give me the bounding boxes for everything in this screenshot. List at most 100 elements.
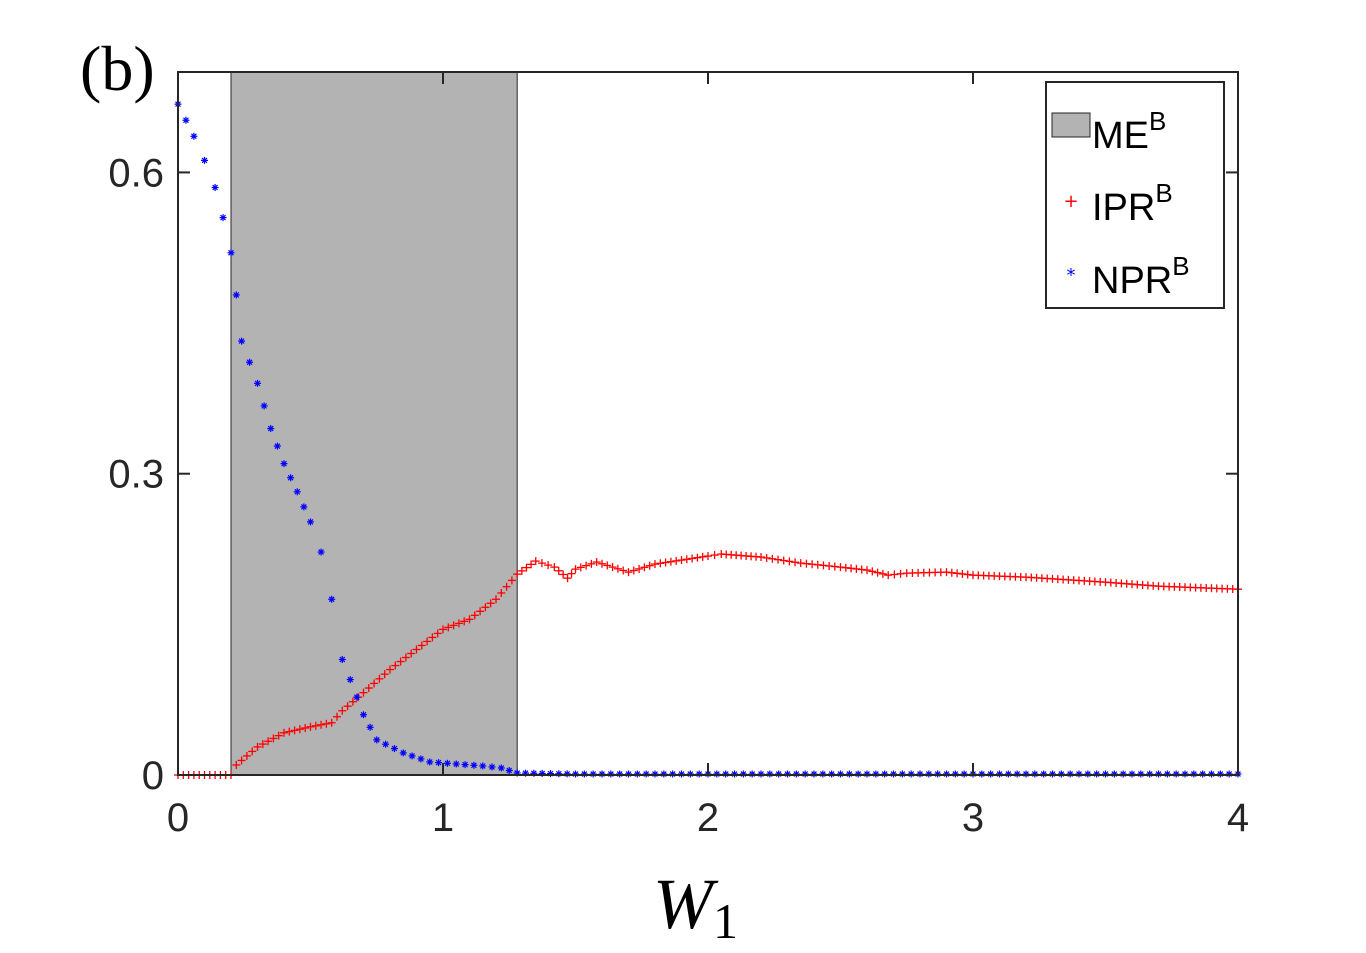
x-tick-label: 1 [432,796,454,840]
data-point [382,740,390,748]
data-point [704,552,712,561]
data-point [246,358,254,366]
data-point [629,566,638,575]
data-point [1146,770,1154,778]
data-point [651,560,659,569]
data-point [748,770,756,778]
x-axis-label-subscript: 1 [713,893,738,949]
data-point [248,747,257,756]
data-point [661,558,670,567]
data-point [287,474,295,482]
legend-swatch-me [1051,112,1091,138]
data-point [828,770,836,778]
data-point [408,752,416,760]
data-point [353,693,361,701]
data-point [359,688,368,697]
data-point [317,548,325,556]
data-point [1049,770,1056,778]
data-point [461,761,469,769]
data-point [391,661,400,670]
data-point [598,559,606,568]
data-point [433,629,442,638]
data-point [635,564,644,573]
data-point [695,770,703,778]
data-point [502,582,511,591]
data-point [837,770,844,778]
data-point [435,759,443,767]
data-point [633,770,641,778]
data-point [486,599,495,608]
data-point [863,770,871,778]
data-point [1022,770,1030,778]
data-point [779,556,788,565]
data-point [677,556,686,565]
data-point [346,676,354,684]
data-point [317,720,326,729]
data-point [470,761,478,769]
data-point [338,656,346,664]
data-point [943,770,950,778]
legend-marker-npr: * [1067,265,1076,286]
data-point [544,561,553,570]
data-point [1216,770,1224,778]
legend-label-me-main: ME [1092,115,1149,157]
data-point [423,637,432,646]
data-point [269,734,278,743]
data-point [242,751,251,760]
data-point [460,617,469,626]
data-point [452,760,460,768]
data-point [264,737,273,746]
data-point [722,770,730,778]
data-point [868,567,877,576]
data-point [603,561,612,570]
legend-label-ipr-sup: B [1155,178,1172,208]
data-point [1119,770,1127,778]
data-point [563,574,572,583]
data-point [896,569,905,578]
legend-marker-ipr: + [1063,191,1078,212]
data-point [572,770,579,778]
data-point [513,570,522,579]
data-point [592,558,601,567]
data-point [925,770,933,778]
data-point [739,770,747,778]
data-point [640,563,649,572]
y-tick-label: 0.3 [108,453,164,497]
data-point [293,488,301,496]
data-point [550,563,559,572]
data-point [1208,770,1215,778]
data-point [642,770,650,778]
data-point [907,770,915,778]
data-point [1163,770,1171,778]
data-point [960,770,968,778]
data-point [481,603,490,612]
data-point [791,558,800,567]
data-point [713,770,721,778]
legend-label-ipr: IPRB [1092,178,1173,229]
data-point [872,770,880,778]
data-point [254,379,261,387]
data-point [916,770,924,778]
data-point [1190,770,1198,778]
data-point [587,559,596,568]
data-point [328,595,336,603]
data-point [686,770,694,778]
data-point [507,576,516,585]
data-point [616,770,624,778]
data-point [672,556,681,565]
data-point [678,770,685,778]
data-point [417,641,426,650]
data-point [1199,770,1207,778]
x-tick-label: 2 [697,796,719,840]
data-point [390,745,398,753]
data-point [757,770,765,778]
data-point [517,566,526,575]
data-point [219,214,227,222]
x-tick-label: 0 [167,796,189,840]
data-point [232,760,241,769]
shaded-region-me [230,71,518,776]
data-point [366,723,374,731]
data-point [1075,770,1083,778]
y-tick-label: 0 [142,754,164,798]
